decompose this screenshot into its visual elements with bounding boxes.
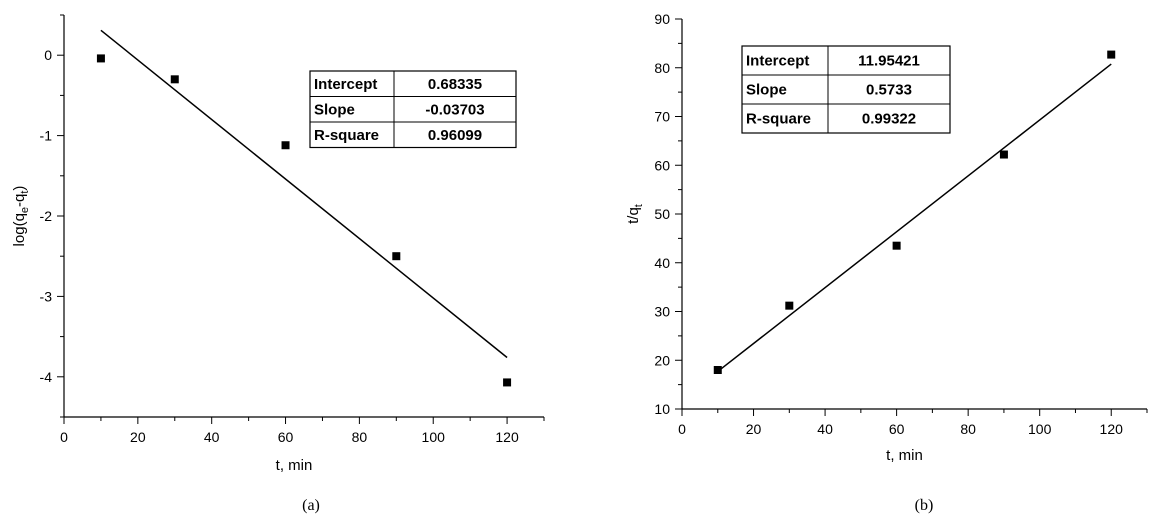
data-point-b bbox=[785, 301, 794, 310]
y-tick-label-a: -4 bbox=[40, 369, 53, 385]
stats-table-b: Intercept 11.95421 Slope 0.5733 R-square 0.99… bbox=[741, 45, 951, 134]
y-axis-title-a: log(qe-qt) bbox=[11, 186, 31, 247]
stats-label: Intercept bbox=[314, 76, 377, 93]
y-tick-label-b: 70 bbox=[654, 109, 670, 125]
x-tick-label-a: 120 bbox=[495, 429, 519, 445]
data-point-a bbox=[281, 141, 290, 150]
y-tick-label-b: 90 bbox=[654, 11, 670, 27]
x-axis-title-a: t, min bbox=[276, 457, 313, 474]
x-tick-label-b: 60 bbox=[889, 421, 905, 437]
data-point-b bbox=[1107, 50, 1116, 59]
x-tick-label-b: 40 bbox=[817, 421, 833, 437]
stats-value: -0.03703 bbox=[425, 101, 484, 118]
y-tick-label-b: 50 bbox=[654, 206, 670, 222]
data-point-b bbox=[892, 241, 901, 250]
x-tick-label-a: 20 bbox=[130, 429, 146, 445]
fit-line-b bbox=[717, 63, 1112, 373]
y-tick-label-b: 20 bbox=[654, 352, 670, 368]
stats-value: 0.68335 bbox=[428, 76, 482, 93]
y-tick-label-a: -1 bbox=[40, 128, 53, 144]
x-tick-label-a: 60 bbox=[278, 429, 294, 445]
data-point-a bbox=[96, 54, 105, 63]
x-tick-label-b: 20 bbox=[746, 421, 762, 437]
y-tick-label-b: 40 bbox=[654, 255, 670, 271]
y-tick-label-b: 80 bbox=[654, 60, 670, 76]
panel-caption-a: (a) bbox=[302, 497, 320, 514]
stats-label: Intercept bbox=[746, 53, 809, 70]
stats-value: 0.99322 bbox=[862, 111, 916, 128]
x-tick-label-b: 80 bbox=[960, 421, 976, 437]
fit-line-a bbox=[100, 29, 508, 359]
x-tick-label-b: 100 bbox=[1028, 421, 1052, 437]
stats-label: Slope bbox=[746, 82, 787, 99]
stats-table-border bbox=[741, 45, 951, 134]
x-tick-label-a: 0 bbox=[60, 429, 68, 445]
y-tick-label-a: 0 bbox=[44, 47, 52, 63]
panel-caption-b: (b) bbox=[915, 497, 934, 514]
stats-value: 0.96099 bbox=[428, 127, 482, 144]
x-axis-title-b: t, min bbox=[886, 447, 923, 464]
chart-panel-a: 0 20 40 60 80 100 120 -4 -3 -2 -1 0 t, min log(qe-qt)… bbox=[11, 14, 545, 514]
y-tick-label-b: 60 bbox=[654, 157, 670, 173]
stats-table-border bbox=[309, 70, 517, 149]
y-tick-label-b: 30 bbox=[654, 304, 670, 320]
x-tick-label-b: 120 bbox=[1100, 421, 1124, 437]
stats-label: Slope bbox=[314, 101, 355, 118]
x-tick-label-b: 0 bbox=[678, 421, 686, 437]
stats-table-a: Intercept 0.68335 Slope -0.03703 R-square 0.9… bbox=[309, 70, 517, 149]
data-point-b bbox=[999, 150, 1008, 159]
chart-panel-b: 0 20 40 60 80 100 120 10 20 30 40 50 60 70 80 90 t, min t… bbox=[625, 11, 1148, 514]
stats-label: R-square bbox=[746, 111, 811, 128]
data-point-a bbox=[503, 378, 512, 387]
x-tick-label-a: 100 bbox=[422, 429, 446, 445]
stats-label: R-square bbox=[314, 127, 379, 144]
x-tick-label-a: 80 bbox=[352, 429, 368, 445]
x-tick-label-a: 40 bbox=[204, 429, 220, 445]
data-point-a bbox=[392, 252, 401, 261]
stats-value: 11.95421 bbox=[858, 53, 920, 70]
y-tick-label-a: -3 bbox=[40, 288, 53, 304]
data-point-b bbox=[713, 366, 722, 374]
y-tick-label-a: -2 bbox=[40, 208, 53, 224]
data-point-a bbox=[170, 75, 179, 84]
stats-value: 0.5733 bbox=[866, 82, 912, 99]
y-axis-title-b: t/qt bbox=[625, 204, 645, 224]
y-tick-label-b: 10 bbox=[654, 401, 670, 417]
